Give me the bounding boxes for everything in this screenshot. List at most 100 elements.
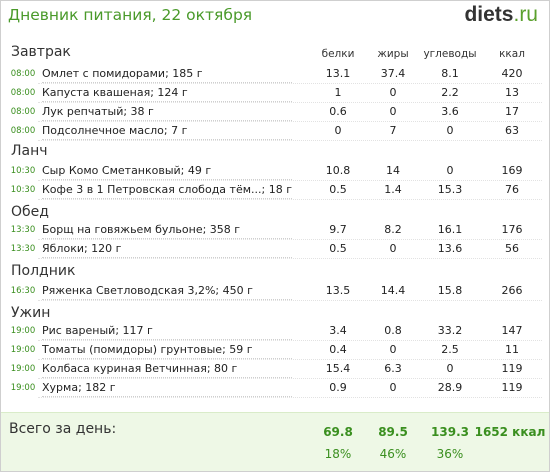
- row-divider: [38, 180, 542, 181]
- food-fat: 6.3: [384, 362, 402, 375]
- header: Дневник питания, 22 октября diets.ru: [0, 0, 550, 36]
- column-header-fat: жиры: [377, 48, 409, 60]
- food-kcal: 266: [501, 284, 523, 297]
- food-fat: 1.4: [384, 183, 402, 196]
- food-protein: 13.5: [325, 284, 351, 297]
- food-protein: 15.4: [325, 362, 351, 375]
- totals-label: Всего за день:: [9, 421, 117, 437]
- food-fat: 14.4: [380, 284, 406, 297]
- row-divider: [38, 239, 542, 240]
- food-carbs: 0: [446, 124, 454, 137]
- meal-title: Обед: [11, 204, 49, 220]
- food-kcal: 63: [505, 124, 519, 137]
- total-fat: 89.5: [378, 425, 408, 439]
- food-row[interactable]: 08:00 Подсолнечное масло; 7 г 0 7 0 63: [8, 122, 542, 141]
- meal-time: 08:00: [10, 88, 36, 98]
- row-divider: [38, 300, 542, 301]
- food-protein: 1: [334, 86, 342, 99]
- food-kcal: 119: [501, 381, 523, 394]
- food-name[interactable]: Капуста квашеная; 124 г: [42, 84, 292, 102]
- row-divider: [38, 397, 542, 398]
- meal-title: Завтрак: [11, 44, 71, 60]
- food-kcal: 176: [501, 223, 523, 236]
- food-protein: 0.6: [329, 105, 347, 118]
- food-fat: 0.8: [384, 324, 402, 337]
- food-name[interactable]: Лук репчатый; 38 г: [42, 103, 292, 121]
- food-kcal: 56: [505, 242, 519, 255]
- total-kcal: 1652 ккал: [474, 425, 546, 439]
- food-kcal: 13: [505, 86, 519, 99]
- food-kcal: 147: [501, 324, 523, 337]
- food-name[interactable]: Подсолнечное масло; 7 г: [42, 122, 292, 140]
- meal-time: 08:00: [10, 126, 36, 136]
- food-name[interactable]: Борщ на говяжьем бульоне; 358 г: [42, 221, 292, 239]
- food-protein: 0.5: [329, 183, 347, 196]
- food-name[interactable]: Кофе 3 в 1 Петровская слобода тём...; 18…: [42, 181, 292, 199]
- food-row[interactable]: 19:00 Томаты (помидоры) грунтовые; 59 г 0.…: [8, 341, 542, 360]
- meal-title: Полдник: [11, 263, 76, 279]
- food-name[interactable]: Томаты (помидоры) грунтовые; 59 г: [42, 341, 292, 359]
- food-fat: 0: [389, 86, 397, 99]
- meal-time: 19:00: [10, 383, 36, 393]
- meal-time: 08:00: [10, 69, 36, 79]
- diets-logo[interactable]: diets.ru: [464, 3, 538, 27]
- food-protein: 0.4: [329, 343, 347, 356]
- meal-title: Ужин: [11, 305, 51, 321]
- meal-time: 19:00: [10, 345, 36, 355]
- food-name[interactable]: Ряженка Светловодская 3,2%; 450 г: [42, 282, 292, 300]
- meal-time: 13:30: [10, 225, 36, 235]
- food-carbs: 13.6: [437, 242, 463, 255]
- logo-domain: diets: [464, 3, 514, 26]
- food-row[interactable]: 13:30 Борщ на говяжьем бульоне; 358 г 9.7 8…: [8, 221, 542, 240]
- food-protein: 0: [334, 124, 342, 137]
- food-row[interactable]: 16:30 Ряженка Светловодская 3,2%; 450 г 13…: [8, 282, 542, 301]
- daily-totals: Всего за день: 69.8 89.5 139.3 1652 ккал…: [1, 412, 549, 471]
- food-protein: 10.8: [325, 164, 351, 177]
- food-name[interactable]: Хурма; 182 г: [42, 379, 292, 397]
- food-kcal: 420: [501, 67, 523, 80]
- food-row[interactable]: 08:00 Лук репчатый; 38 г 0.6 0 3.6 17: [8, 103, 542, 122]
- row-divider: [38, 199, 542, 200]
- row-divider: [38, 121, 542, 122]
- food-carbs: 8.1: [441, 67, 459, 80]
- food-carbs: 0: [446, 164, 454, 177]
- food-carbs: 28.9: [437, 381, 463, 394]
- column-header-protein: белки: [321, 48, 355, 60]
- column-header-carbs: углеводы: [423, 48, 477, 60]
- column-header-kcal: ккал: [499, 48, 525, 60]
- food-carbs: 0: [446, 362, 454, 375]
- row-divider: [38, 340, 542, 341]
- food-name[interactable]: Омлет с помидорами; 185 г: [42, 65, 292, 83]
- food-protein: 0.5: [329, 242, 347, 255]
- food-row[interactable]: 08:00 Омлет с помидорами; 185 г 13.1 37.4 8.…: [8, 65, 542, 84]
- food-row[interactable]: 19:00 Рис вареный; 117 г 3.4 0.8 33.2 147: [8, 322, 542, 341]
- food-protein: 13.1: [325, 67, 351, 80]
- row-divider: [38, 258, 542, 259]
- food-row[interactable]: 13:30 Яблоки; 120 г 0.5 0 13.6 56: [8, 240, 542, 259]
- food-carbs: 2.5: [441, 343, 459, 356]
- meal-time: 13:30: [10, 244, 36, 254]
- food-row[interactable]: 08:00 Капуста квашеная; 124 г 1 0 2.2 13: [8, 84, 542, 103]
- food-row[interactable]: 10:30 Кофе 3 в 1 Петровская слобода тём..…: [8, 181, 542, 200]
- food-carbs: 3.6: [441, 105, 459, 118]
- food-protein: 9.7: [329, 223, 347, 236]
- food-fat: 0: [389, 381, 397, 394]
- food-fat: 7: [389, 124, 397, 137]
- food-name[interactable]: Колбаса куриная Ветчинная; 80 г: [42, 360, 292, 378]
- food-row[interactable]: 19:00 Колбаса куриная Ветчинная; 80 г 15.4…: [8, 360, 542, 379]
- food-name[interactable]: Яблоки; 120 г: [42, 240, 292, 258]
- food-row[interactable]: 19:00 Хурма; 182 г 0.9 0 28.9 119: [8, 379, 542, 398]
- carbs-percent: 36%: [436, 447, 464, 461]
- total-carbs: 139.3: [431, 425, 469, 439]
- food-protein: 3.4: [329, 324, 347, 337]
- food-carbs: 15.8: [437, 284, 463, 297]
- food-fat: 14: [386, 164, 400, 177]
- food-name[interactable]: Сыр Комо Сметанковый; 49 г: [42, 162, 292, 180]
- row-divider: [38, 359, 542, 360]
- logo-tld: .ru: [513, 3, 538, 26]
- food-fat: 0: [389, 242, 397, 255]
- food-fat: 0: [389, 343, 397, 356]
- food-name[interactable]: Рис вареный; 117 г: [42, 322, 292, 340]
- food-row[interactable]: 10:30 Сыр Комо Сметанковый; 49 г 10.8 14 0 16…: [8, 162, 542, 181]
- row-divider: [38, 83, 542, 84]
